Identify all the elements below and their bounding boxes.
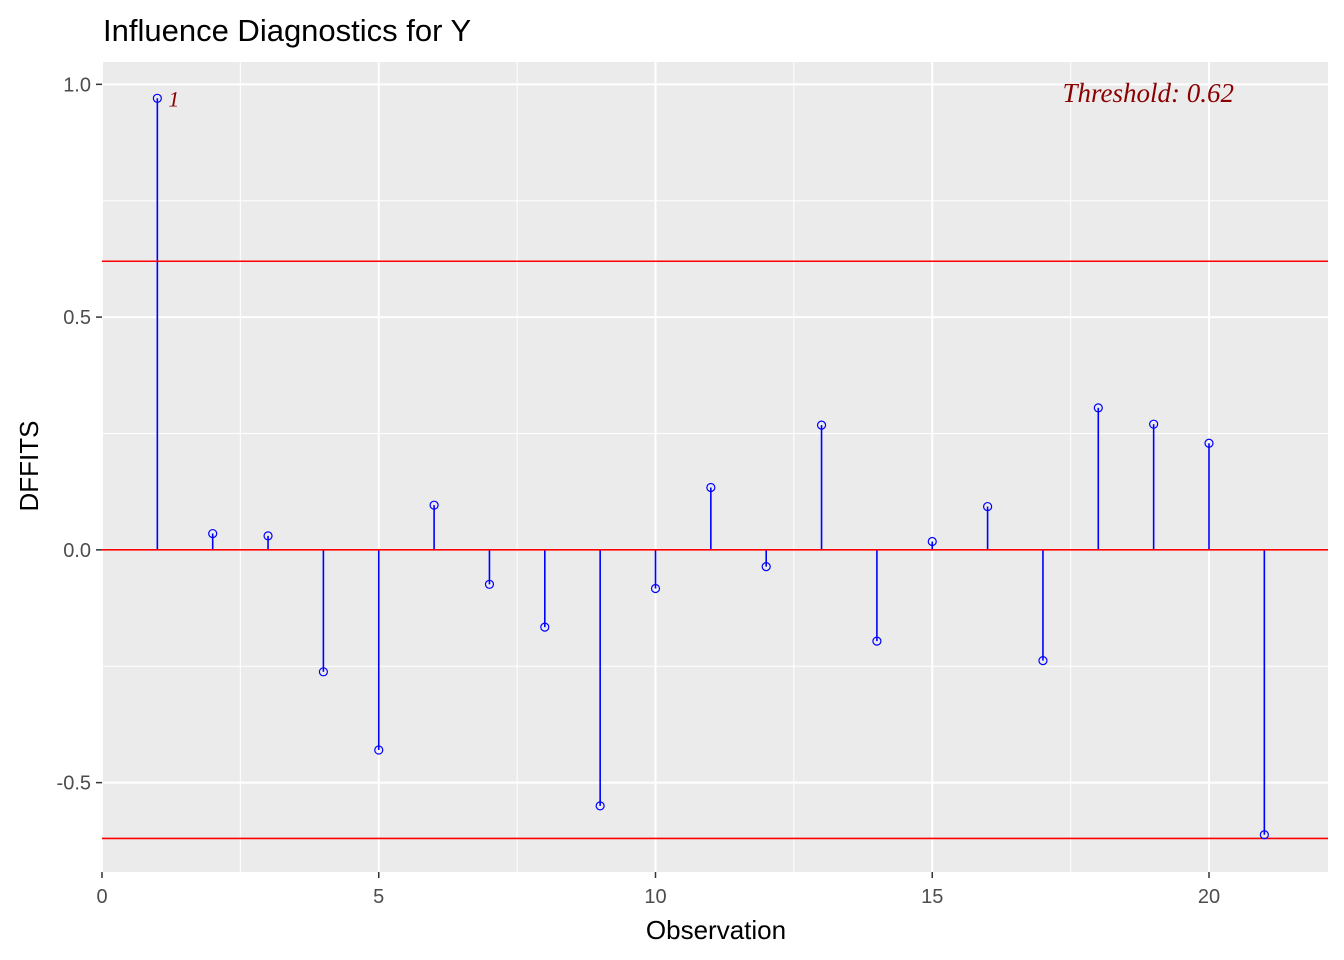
data-point — [1204, 438, 1214, 448]
data-point — [484, 579, 495, 589]
y-axis-title: DFFITS — [14, 421, 44, 512]
data-point — [872, 636, 882, 646]
data-point — [374, 745, 384, 755]
data-point — [1093, 403, 1103, 413]
data-point — [318, 667, 328, 677]
threshold-annotation: Threshold: 0.62 — [1062, 78, 1234, 108]
y-tick-label: 1.0 — [63, 74, 91, 96]
data-point — [263, 531, 273, 541]
x-axis-title: Observation — [646, 915, 786, 945]
chart-title: Influence Diagnostics for Y — [103, 13, 471, 48]
data-point — [982, 501, 993, 512]
data-point — [1259, 830, 1269, 840]
data-point — [540, 622, 550, 632]
y-tick-label: 0.0 — [63, 540, 91, 562]
data-point — [152, 93, 162, 103]
y-tick-label: -0.5 — [57, 773, 91, 795]
x-tick-label: 20 — [1198, 886, 1220, 908]
y-tick-label: 0.5 — [63, 307, 91, 329]
x-tick-label: 0 — [96, 886, 107, 908]
x-tick-label: 15 — [921, 886, 943, 908]
data-point — [429, 500, 439, 510]
data-point — [650, 583, 661, 594]
data-point — [706, 482, 716, 493]
data-point — [595, 801, 605, 811]
data-point — [816, 420, 827, 430]
data-point — [1038, 656, 1048, 666]
data-point — [208, 528, 218, 539]
plot-layer: 0 5 10 15 20 -0.5 0.0 0.5 1.0 1 Threshold: 0.62 — [57, 62, 1328, 908]
x-tick-label: 10 — [644, 886, 666, 908]
data-point — [927, 536, 937, 547]
plot-panel — [102, 62, 1328, 872]
x-tick-label: 5 — [373, 886, 384, 908]
point-label: 1 — [168, 86, 179, 111]
data-point — [761, 562, 771, 572]
data-point — [1149, 419, 1159, 429]
